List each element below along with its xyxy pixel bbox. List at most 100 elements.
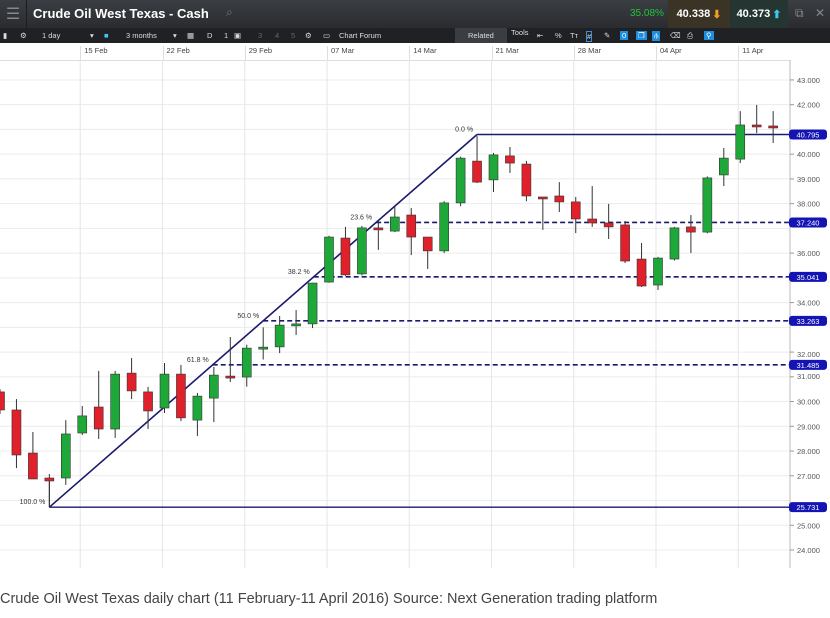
panel-icon[interactable]: ▮	[3, 31, 8, 40]
percent-icon[interactable]: %	[555, 31, 562, 40]
candle-down	[0, 391, 5, 411]
sell-price-button[interactable]: 40.338 ⬇	[668, 0, 730, 28]
window-icon[interactable]: ❐	[636, 31, 647, 40]
y-tick-label: 30.000	[797, 398, 820, 407]
x-tick-label: 29 Feb	[244, 46, 272, 60]
candle-up	[274, 324, 285, 348]
fib-value-badge	[789, 502, 827, 513]
indicator-icon[interactable]: ⫛	[652, 31, 661, 41]
tag-icon[interactable]: ⌫	[670, 31, 681, 40]
chevron-down-icon[interactable]: ▾	[173, 31, 177, 40]
back-icon[interactable]: ⇤	[537, 31, 544, 40]
candle-down	[126, 372, 137, 392]
candle-up	[488, 154, 499, 181]
candle-up	[307, 282, 318, 325]
tools-label: Tools	[511, 28, 529, 37]
candle-down	[44, 477, 55, 482]
arrow-down-icon: ⬇	[712, 8, 722, 21]
fib-value-badge	[789, 315, 827, 326]
arrow-up-icon: ⬆	[772, 8, 782, 21]
y-tick-label: 43.000	[797, 76, 820, 85]
interval-select[interactable]: 1 day	[42, 31, 61, 40]
candle-down	[28, 452, 38, 480]
candle-down	[751, 124, 762, 128]
x-tick-label: 21 Mar	[491, 46, 519, 60]
zero-button[interactable]: 0	[620, 31, 629, 40]
candle-up	[60, 433, 71, 479]
x-tick-label: 11 Apr	[738, 46, 763, 60]
x-tick-label: 14 Mar	[409, 46, 437, 60]
candle-up	[439, 202, 449, 252]
layout-slot[interactable]: 3	[258, 31, 263, 40]
candle-down	[686, 226, 696, 233]
candle-down	[422, 236, 433, 252]
chevron-down-icon[interactable]: ▾	[90, 31, 94, 40]
grid-icon[interactable]: #	[586, 31, 593, 42]
settings-icon[interactable]: ⚙	[305, 31, 312, 40]
fib-value-label: 35.041	[797, 273, 820, 282]
text-icon[interactable]: Tт	[570, 31, 579, 40]
y-tick-label: 29.000	[797, 422, 820, 431]
fib-value-badge	[789, 217, 827, 228]
lock-icon[interactable]: ■	[104, 31, 109, 40]
bid-price: 40.338	[676, 8, 711, 20]
fib-percent-label: 23.6 %	[350, 214, 372, 221]
settings-icon[interactable]: ⚙	[20, 31, 27, 40]
y-tick-label: 32.000	[797, 350, 820, 359]
layout-icon[interactable]: ▣	[234, 31, 242, 40]
candle-down	[176, 373, 186, 419]
candle-down	[554, 195, 565, 203]
link-icon[interactable]: ⚲	[704, 31, 714, 40]
change-percent: 35.08%	[630, 8, 664, 19]
fib-value-label: 31.485	[797, 361, 820, 370]
candle-up	[669, 227, 680, 260]
candle-up	[241, 347, 252, 378]
draw-icon[interactable]: ✎	[604, 31, 611, 40]
candle-up	[291, 323, 301, 327]
candle-up	[77, 415, 88, 434]
close-icon[interactable]: ✕	[815, 6, 826, 20]
x-tick-label: 22 Feb	[162, 46, 190, 60]
search-icon[interactable]: ⌕	[226, 5, 233, 19]
candle-down	[521, 163, 532, 197]
candlestick-chart[interactable]: 43.000 42.000 40.000 39.000 38.000 36.000 34.0…	[0, 60, 830, 568]
related-label: Related	[468, 31, 494, 40]
candle-down	[768, 125, 778, 129]
range-select[interactable]: 3 months	[126, 31, 157, 40]
fib-percent-label: 50.0 %	[237, 313, 259, 320]
candle-down	[620, 224, 630, 262]
chart-type-d[interactable]: D	[207, 31, 213, 40]
candle-up	[718, 157, 729, 176]
candle-up	[389, 216, 400, 232]
related-button[interactable]	[455, 28, 507, 43]
fib-value-badge	[789, 359, 827, 370]
layout-count[interactable]: 1	[224, 31, 229, 40]
instrument-title: Crude Oil West Texas - Cash	[33, 6, 209, 21]
chat-icon[interactable]: ▭	[323, 31, 331, 40]
chart-forum-button[interactable]: Chart Forum	[339, 31, 382, 40]
layout-slot[interactable]: 4	[275, 31, 280, 40]
y-tick-label: 24.000	[797, 546, 820, 555]
fib-value-badge	[789, 129, 827, 140]
hamburger-icon[interactable]: ☰	[0, 0, 27, 28]
popout-icon[interactable]: ⧉	[795, 6, 804, 20]
candle-down	[406, 214, 417, 238]
calendar-icon[interactable]: ▦	[187, 31, 195, 40]
layout-slot[interactable]: 5	[291, 31, 296, 40]
x-tick-label: 07 Mar	[327, 46, 354, 60]
fib-value-badge	[789, 271, 827, 282]
fib-value-label: 25.731	[797, 503, 820, 512]
fib-value-label: 40.795	[797, 130, 820, 139]
candle-down	[143, 391, 153, 412]
y-tick-label: 34.000	[797, 299, 820, 308]
caption: Crude Oil West Texas daily chart (11 Feb…	[0, 591, 658, 607]
candle-down	[373, 227, 384, 231]
print-icon[interactable]: ⎙	[687, 31, 693, 40]
x-tick-label: 04 Apr	[656, 46, 682, 60]
buy-price-button[interactable]: 40.373 ⬆	[730, 0, 788, 28]
fib-percent-label: 61.8 %	[187, 357, 209, 364]
candle-up	[209, 374, 219, 399]
chart-toolbar: ▮ ⚙ 1 day ▾ ■ 3 months ▾ ▦ D 1 ▣ 3 4 5 ⚙…	[0, 28, 830, 43]
y-tick-label: 27.000	[797, 472, 820, 481]
y-tick-label: 40.000	[797, 150, 820, 159]
